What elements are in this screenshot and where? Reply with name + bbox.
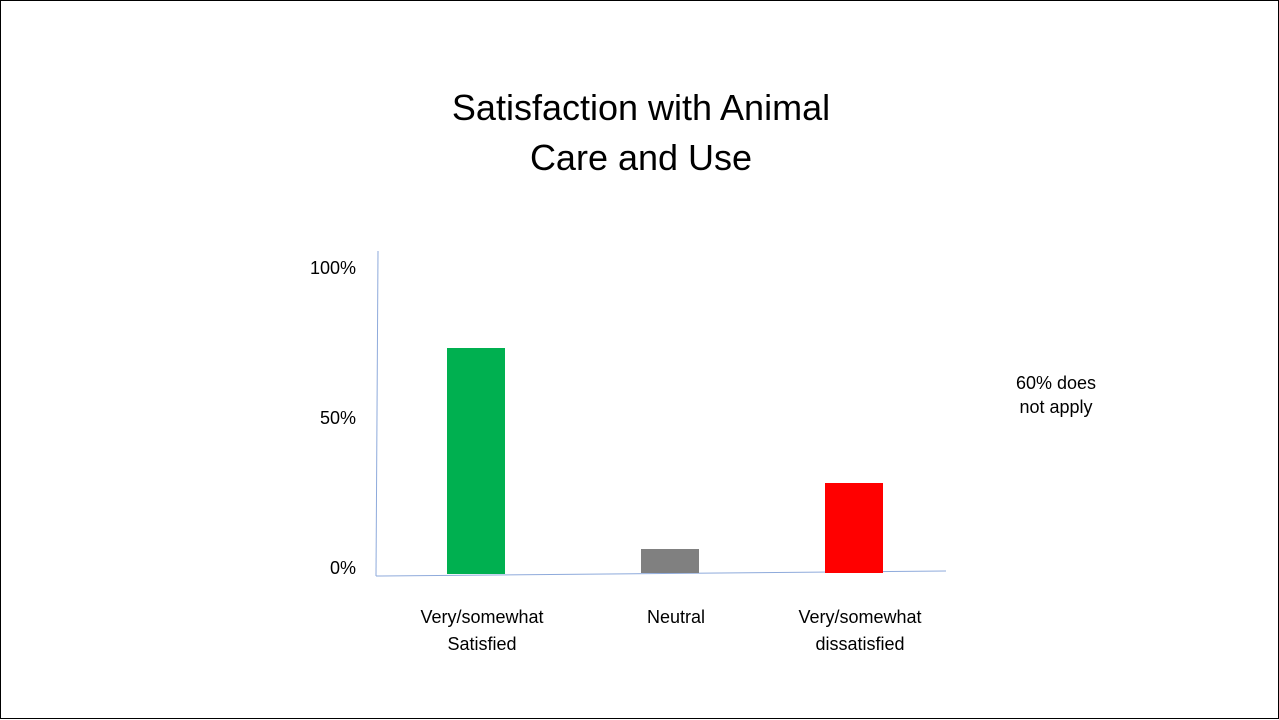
chart-title: Satisfaction with Animal Care and Use: [341, 83, 941, 183]
note-line-2: not apply: [1019, 397, 1093, 417]
x-category-label: Satisfied: [447, 634, 516, 654]
y-tick-label: 50%: [320, 408, 356, 428]
x-category-label: Neutral: [647, 607, 705, 627]
x-category-label: Very/somewhat: [798, 607, 921, 627]
y-tick-label: 0%: [330, 558, 356, 578]
x-category-label: dissatisfied: [815, 634, 904, 654]
not-applicable-note: 60% does not apply: [991, 371, 1121, 419]
chart-title-line-1: Satisfaction with Animal: [451, 87, 831, 128]
bar: [825, 483, 883, 573]
bar: [447, 348, 505, 574]
bar: [641, 549, 699, 573]
y-axis-line: [375, 250, 379, 577]
chart-title-line-2: Care and Use: [529, 137, 753, 178]
y-tick-label: 100%: [310, 258, 356, 278]
note-line-1: 60% does: [1015, 373, 1097, 393]
x-category-label: Very/somewhat: [420, 607, 543, 627]
